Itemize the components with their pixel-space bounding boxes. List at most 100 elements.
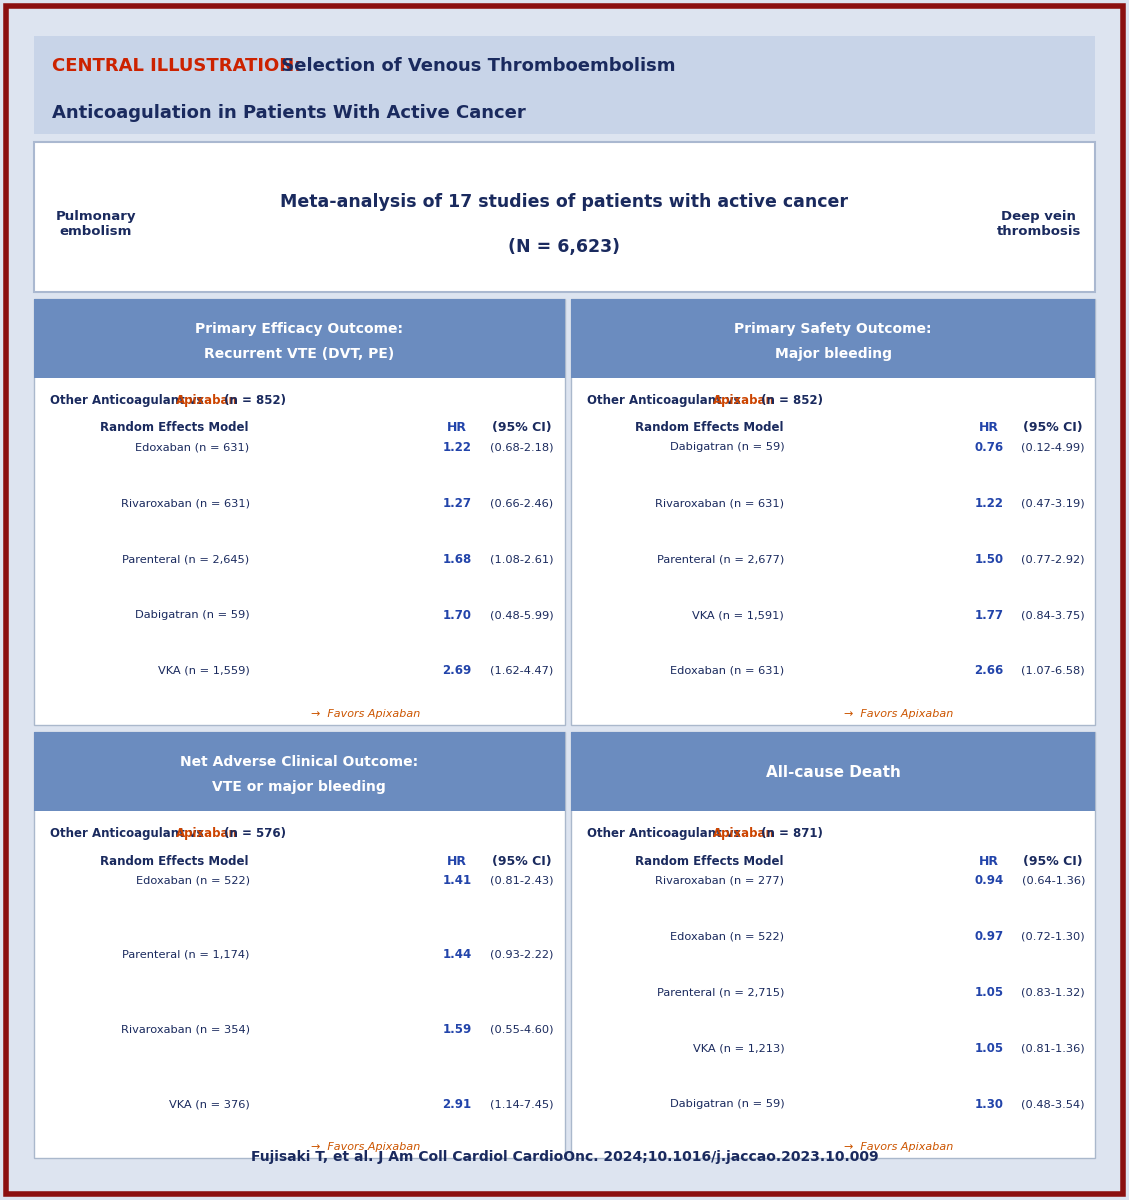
Point	[875, 1098, 893, 1117]
Text: Selection of Venous Thromboembolism: Selection of Venous Thromboembolism	[275, 56, 676, 74]
Point	[347, 989, 365, 1008]
Text: 2.91: 2.91	[443, 1098, 472, 1111]
Text: All-cause Death: All-cause Death	[765, 766, 901, 780]
Text: (95% CI): (95% CI)	[1023, 854, 1083, 868]
Text: 2.69: 2.69	[443, 665, 472, 678]
Text: Apixaban: Apixaban	[176, 394, 237, 407]
Text: (N = 6,623): (N = 6,623)	[508, 238, 621, 256]
Text: Edoxaban (n = 522): Edoxaban (n = 522)	[135, 875, 250, 886]
Text: 1.59: 1.59	[443, 1024, 472, 1036]
Point	[909, 665, 927, 684]
Text: Parenteral (n = 2,677): Parenteral (n = 2,677)	[657, 554, 785, 564]
Text: Parenteral (n = 2,645): Parenteral (n = 2,645)	[122, 554, 250, 564]
Text: Dabigatran (n = 59): Dabigatran (n = 59)	[669, 1099, 785, 1109]
Point	[356, 582, 374, 601]
Text: Anticoagulation in Patients With Active Cancer: Anticoagulation in Patients With Active …	[52, 103, 526, 121]
Text: (0.72-1.30): (0.72-1.30)	[1022, 931, 1085, 941]
Text: Apixaban: Apixaban	[712, 827, 774, 840]
Text: VKA (n = 1,559): VKA (n = 1,559)	[158, 666, 250, 676]
Point	[865, 1015, 883, 1034]
Text: (0.48-5.99): (0.48-5.99)	[490, 610, 554, 620]
Text: Edoxaban (n = 631): Edoxaban (n = 631)	[135, 442, 250, 452]
Point	[861, 498, 879, 517]
Text: (n = 852): (n = 852)	[756, 394, 823, 407]
Text: 1.05: 1.05	[974, 1042, 1004, 1055]
Text: →  Favors Apixaban: → Favors Apixaban	[312, 709, 421, 719]
Text: Apixaban: Apixaban	[712, 394, 774, 407]
Text: Dabigatran (n = 59): Dabigatran (n = 59)	[669, 442, 785, 452]
Text: Pulmonary
embolism: Pulmonary embolism	[55, 210, 137, 238]
Text: (0.55-4.60): (0.55-4.60)	[490, 1025, 554, 1034]
Text: Random Effects Model: Random Effects Model	[100, 854, 248, 868]
Text: 1.27: 1.27	[443, 497, 472, 510]
Text: Random Effects Model: Random Effects Model	[100, 421, 248, 434]
Text: 1.30: 1.30	[974, 1098, 1004, 1111]
Text: Primary Efficacy Outcome:: Primary Efficacy Outcome:	[195, 322, 403, 336]
Text: Other Anticoagulant vs: Other Anticoagulant vs	[587, 394, 745, 407]
Text: VKA (n = 1,213): VKA (n = 1,213)	[692, 1043, 785, 1054]
Text: Edoxaban (n = 522): Edoxaban (n = 522)	[671, 931, 785, 941]
Point	[343, 540, 361, 559]
Text: 0.97: 0.97	[974, 930, 1004, 943]
Text: (0.47-3.19): (0.47-3.19)	[1022, 498, 1085, 508]
Text: Primary Safety Outcome:: Primary Safety Outcome:	[735, 322, 931, 336]
Text: HR: HR	[447, 854, 467, 868]
Text: Rivaroxaban (n = 277): Rivaroxaban (n = 277)	[655, 875, 785, 886]
Text: VKA (n = 376): VKA (n = 376)	[169, 1099, 250, 1109]
Text: HR: HR	[979, 421, 999, 434]
Point	[859, 931, 877, 950]
Text: 1.44: 1.44	[443, 948, 472, 961]
Text: 1.68: 1.68	[443, 552, 472, 565]
Text: HR: HR	[447, 421, 467, 434]
Point	[860, 973, 878, 992]
Point	[887, 582, 905, 601]
Text: 0.76: 0.76	[974, 440, 1004, 454]
Text: Meta-analysis of 17 studies of patients with active cancer: Meta-analysis of 17 studies of patients …	[280, 192, 849, 211]
Text: Random Effects Model: Random Effects Model	[634, 854, 784, 868]
Text: Random Effects Model: Random Effects Model	[634, 421, 784, 434]
Text: →  Favors Apixaban: → Favors Apixaban	[844, 709, 954, 719]
Text: (0.48-3.54): (0.48-3.54)	[1022, 1099, 1085, 1109]
Text: Parenteral (n = 2,715): Parenteral (n = 2,715)	[657, 988, 785, 997]
Text: Other Anticoagulant vs: Other Anticoagulant vs	[50, 394, 208, 407]
Point	[865, 1056, 883, 1075]
Text: (1.08-2.61): (1.08-2.61)	[490, 554, 554, 564]
Text: 0.94: 0.94	[974, 874, 1004, 887]
Text: Rivaroxaban (n = 631): Rivaroxaban (n = 631)	[121, 498, 250, 508]
Point	[350, 1040, 368, 1060]
Text: (0.68-2.18): (0.68-2.18)	[490, 442, 554, 452]
Text: Dabigatran (n = 59): Dabigatran (n = 59)	[135, 610, 250, 620]
Text: Net Adverse Clinical Outcome:: Net Adverse Clinical Outcome:	[181, 755, 418, 769]
Text: (95% CI): (95% CI)	[492, 421, 552, 434]
Text: (1.07-6.58): (1.07-6.58)	[1022, 666, 1085, 676]
Point	[376, 665, 394, 684]
Text: VKA (n = 1,591): VKA (n = 1,591)	[692, 610, 785, 620]
Text: (95% CI): (95% CI)	[1023, 421, 1083, 434]
Text: Fujisaki T, et al. J Am Coll Cardiol CardioOnc. 2024;10.1016/j.jaccao.2023.10.00: Fujisaki T, et al. J Am Coll Cardiol Car…	[251, 1150, 878, 1164]
Text: (0.81-2.43): (0.81-2.43)	[490, 875, 554, 886]
Text: Rivaroxaban (n = 354): Rivaroxaban (n = 354)	[121, 1025, 250, 1034]
Text: (0.81-1.36): (0.81-1.36)	[1022, 1043, 1085, 1054]
Point	[342, 498, 360, 517]
Text: Apixaban: Apixaban	[176, 827, 237, 840]
Point	[879, 540, 898, 559]
Text: 1.70: 1.70	[443, 608, 472, 622]
Text: (0.12-4.99): (0.12-4.99)	[1022, 442, 1085, 452]
Text: Other Anticoagulant vs: Other Anticoagulant vs	[587, 827, 745, 840]
Text: →  Favors Apixaban: → Favors Apixaban	[844, 1142, 954, 1152]
Text: Major bleeding: Major bleeding	[774, 347, 892, 361]
Text: 2.66: 2.66	[974, 665, 1004, 678]
Text: Deep vein
thrombosis: Deep vein thrombosis	[997, 210, 1080, 238]
Point	[345, 937, 364, 956]
Text: 1.50: 1.50	[974, 552, 1004, 565]
Text: (n = 576): (n = 576)	[219, 827, 286, 840]
Point	[356, 623, 374, 642]
Text: HR: HR	[979, 854, 999, 868]
Text: Other Anticoagulant vs: Other Anticoagulant vs	[50, 827, 208, 840]
Text: (0.64-1.36): (0.64-1.36)	[1022, 875, 1085, 886]
Text: (n = 852): (n = 852)	[219, 394, 286, 407]
Text: (0.66-2.46): (0.66-2.46)	[490, 498, 553, 508]
Text: Recurrent VTE (DVT, PE): Recurrent VTE (DVT, PE)	[204, 347, 394, 361]
Text: 1.77: 1.77	[974, 608, 1004, 622]
Text: (0.84-3.75): (0.84-3.75)	[1022, 610, 1085, 620]
